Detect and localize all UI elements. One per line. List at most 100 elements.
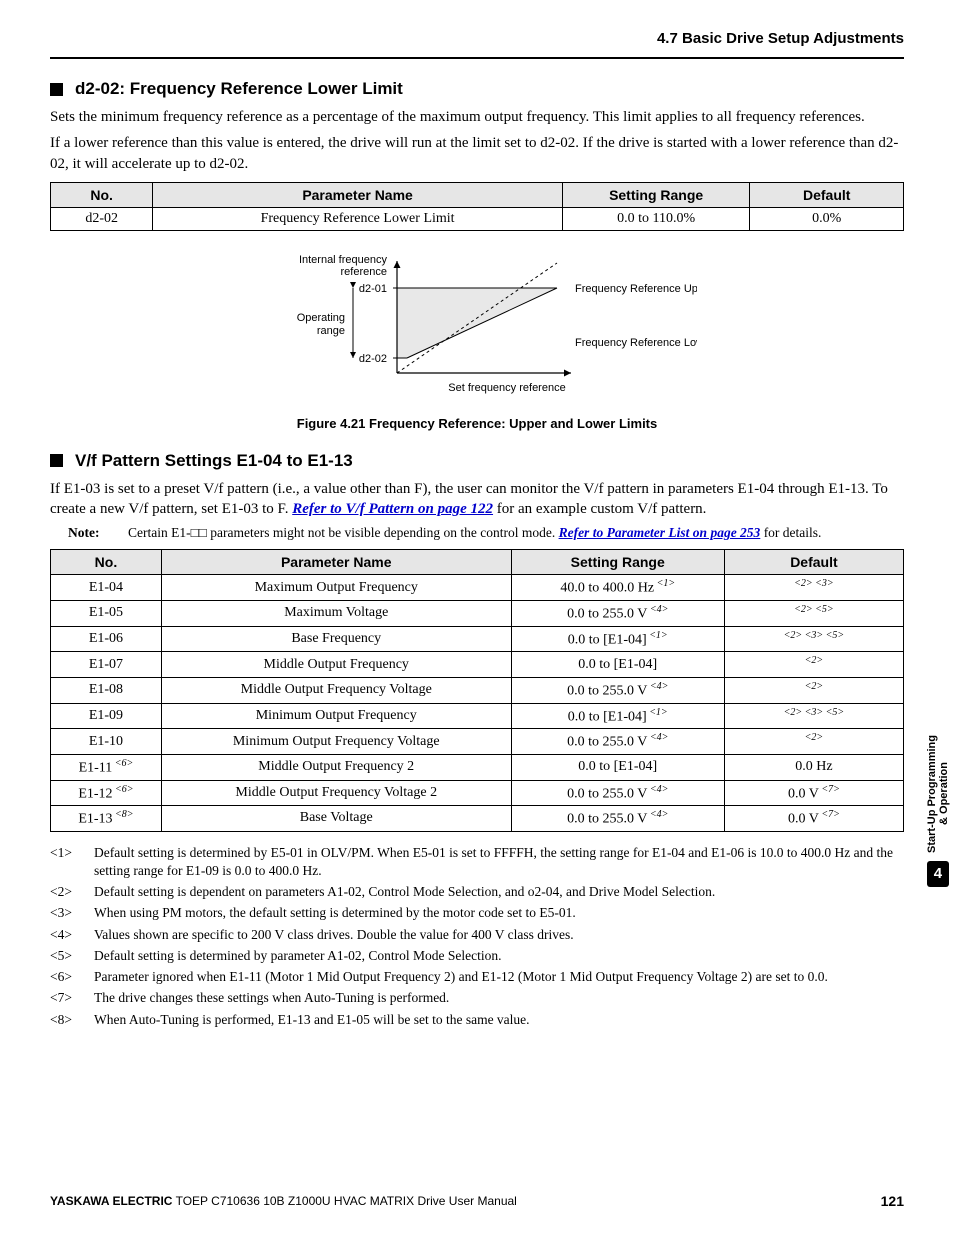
- note-text: Certain E1-□□ parameters might not be vi…: [128, 525, 821, 541]
- footnote: <3> When using PM motors, the default set…: [50, 904, 904, 922]
- footnote: <7> The drive changes these settings when…: [50, 989, 904, 1007]
- table-cell: <2>: [724, 677, 903, 703]
- side-tab-label: Start-Up Programming & Operation: [926, 735, 950, 853]
- table-cell: 0.0 to 255.0 V <4>: [511, 600, 724, 626]
- footnote-number: <8>: [50, 1011, 84, 1029]
- table-row: E1-11 <6>Middle Output Frequency 20.0 to…: [51, 754, 904, 780]
- bullet-square-icon: [50, 83, 63, 96]
- table-cell: Maximum Voltage: [161, 600, 511, 626]
- section-heading-d2-02: d2-02: Frequency Reference Lower Limit: [50, 79, 904, 99]
- table-row: E1-07Middle Output Frequency0.0 to [E1-0…: [51, 652, 904, 678]
- table-row: E1-10Minimum Output Frequency Voltage0.0…: [51, 729, 904, 755]
- table-cell: E1-11 <6>: [51, 754, 162, 780]
- figure-frequency-limits: Internal frequencyreferenced2-01d2-02Ope…: [50, 243, 904, 408]
- table-cell: Minimum Output Frequency Voltage: [161, 729, 511, 755]
- footnote-number: <4>: [50, 926, 84, 944]
- table-header: No.: [51, 550, 162, 575]
- text: & Operation: [938, 763, 950, 826]
- text: Start-Up Programming: [926, 735, 938, 853]
- table-header: Setting Range: [562, 182, 750, 207]
- table-cell: 0.0 to [E1-04]: [511, 652, 724, 678]
- svg-text:Frequency Reference Upper Limi: Frequency Reference Upper Limit: [575, 283, 697, 295]
- parameter-table-d2-02: No.Parameter NameSetting RangeDefaultd2-…: [50, 182, 904, 231]
- footnote-number: <5>: [50, 947, 84, 965]
- table-cell: <2> <3> <5>: [724, 703, 903, 729]
- table-cell: E1-13 <8>: [51, 806, 162, 832]
- table-cell: 0.0 to [E1-04] <1>: [511, 703, 724, 729]
- table-cell: 0.0 to [E1-04]: [511, 754, 724, 780]
- table-row: E1-12 <6>Middle Output Frequency Voltage…: [51, 780, 904, 806]
- table-header: Parameter Name: [161, 550, 511, 575]
- table-cell: 0.0 V <7>: [724, 806, 903, 832]
- table-row: E1-04Maximum Output Frequency40.0 to 400…: [51, 575, 904, 601]
- svg-text:Set frequency reference: Set frequency reference: [448, 382, 565, 394]
- table-cell: E1-09: [51, 703, 162, 729]
- note-row: Note: Certain E1-□□ parameters might not…: [68, 525, 904, 541]
- footnote-text: When using PM motors, the default settin…: [94, 904, 576, 922]
- table-row: E1-13 <8>Base Voltage0.0 to 255.0 V <4>0…: [51, 806, 904, 832]
- table-cell: Middle Output Frequency Voltage 2: [161, 780, 511, 806]
- svg-text:d2-01: d2-01: [359, 283, 387, 295]
- table-row: d2-02Frequency Reference Lower Limit0.0 …: [51, 207, 904, 230]
- table-row: E1-09Minimum Output Frequency0.0 to [E1-…: [51, 703, 904, 729]
- table-row: E1-08Middle Output Frequency Voltage0.0 …: [51, 677, 904, 703]
- figure-caption: Figure 4.21 Frequency Reference: Upper a…: [50, 416, 904, 431]
- body-paragraph: If a lower reference than this value is …: [50, 133, 904, 174]
- text: for details.: [760, 525, 821, 540]
- footnote: <6>Parameter ignored when E1-11 (Motor 1…: [50, 968, 904, 986]
- section-heading-vf-pattern: V/f Pattern Settings E1-04 to E1-13: [50, 451, 904, 471]
- svg-text:range: range: [317, 325, 345, 337]
- table-cell: E1-10: [51, 729, 162, 755]
- table-cell: 0.0 to [E1-04] <1>: [511, 626, 724, 652]
- section-title: d2-02: Frequency Reference Lower Limit: [75, 79, 403, 99]
- link-parameter-list[interactable]: Refer to Parameter List on page 253: [559, 525, 761, 540]
- footnote-number: <7>: [50, 989, 84, 1007]
- table-cell: 0.0 to 255.0 V <4>: [511, 729, 724, 755]
- page-footer: YASKAWA ELECTRIC TOEP C710636 10B Z1000U…: [50, 1193, 904, 1209]
- footnote-text: Default setting is determined by E5-01 i…: [94, 844, 904, 880]
- note-label: Note:: [68, 525, 112, 541]
- table-cell: <2> <3> <5>: [724, 626, 903, 652]
- table-header: No.: [51, 182, 153, 207]
- side-tab-number: 4: [927, 861, 949, 887]
- table-row: E1-06Base Frequency0.0 to [E1-04] <1> <2…: [51, 626, 904, 652]
- svg-text:d2-02: d2-02: [359, 353, 387, 365]
- table-cell: <2>: [724, 652, 903, 678]
- footer-page-number: 121: [881, 1193, 904, 1209]
- header-section-ref: 4.7 Basic Drive Setup Adjustments: [657, 30, 904, 47]
- footnote-number: <6>: [50, 968, 84, 986]
- table-cell: E1-04: [51, 575, 162, 601]
- body-paragraph: Sets the minimum frequency reference as …: [50, 107, 904, 127]
- table-cell: <2>: [724, 729, 903, 755]
- table-cell: <2> <3>: [724, 575, 903, 601]
- footnotes: <1> Default setting is determined by E5-0…: [50, 844, 904, 1029]
- table-cell: d2-02: [51, 207, 153, 230]
- link-vf-pattern[interactable]: Refer to V/f Pattern on page 122: [292, 501, 493, 517]
- footnote-text: The drive changes these settings when Au…: [94, 989, 449, 1007]
- table-cell: Base Frequency: [161, 626, 511, 652]
- table-header: Default: [750, 182, 904, 207]
- figure-svg: Internal frequencyreferenced2-01d2-02Ope…: [257, 243, 697, 408]
- footnote: <5>Default setting is determined by para…: [50, 947, 904, 965]
- table-cell: 0.0 to 255.0 V <4>: [511, 780, 724, 806]
- svg-text:Internal frequency: Internal frequency: [299, 254, 388, 266]
- footnote: <1> Default setting is determined by E5-0…: [50, 844, 904, 880]
- table-cell: 0.0 to 255.0 V <4>: [511, 677, 724, 703]
- section-title: V/f Pattern Settings E1-04 to E1-13: [75, 451, 353, 471]
- footnote: <8>When Auto-Tuning is performed, E1-13 …: [50, 1011, 904, 1029]
- table-cell: E1-08: [51, 677, 162, 703]
- table-cell: <2> <5>: [724, 600, 903, 626]
- footnote-number: <3>: [50, 904, 84, 922]
- body-paragraph: If E1-03 is set to a preset V/f pattern …: [50, 479, 904, 520]
- footnote-number: <2>: [50, 883, 84, 901]
- page-header: 4.7 Basic Drive Setup Adjustments: [50, 30, 904, 51]
- footnote-number: <1>: [50, 844, 84, 880]
- footnote-text: Values shown are specific to 200 V class…: [94, 926, 574, 944]
- table-cell: 0.0 to 110.0%: [562, 207, 750, 230]
- table-cell: Frequency Reference Lower Limit: [153, 207, 562, 230]
- footnote-text: Default setting is dependent on paramete…: [94, 883, 715, 901]
- text: Certain E1-□□ parameters might not be vi…: [128, 525, 559, 540]
- table-cell: 0.0 V <7>: [724, 780, 903, 806]
- table-header: Parameter Name: [153, 182, 562, 207]
- table-cell: Maximum Output Frequency: [161, 575, 511, 601]
